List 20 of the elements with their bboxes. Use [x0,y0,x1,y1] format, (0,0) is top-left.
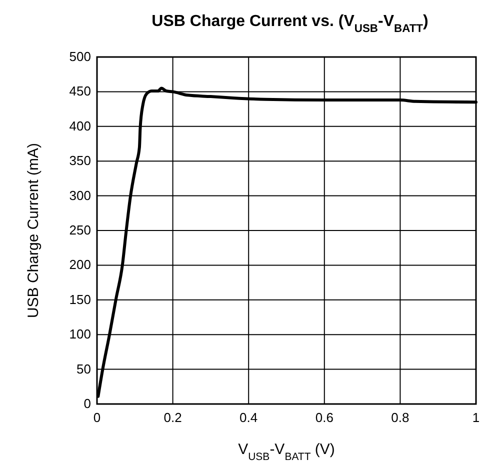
y-tick-label: 250 [69,222,91,238]
y-axis-title: USB Charge Current (mA) [25,142,42,318]
y-tick-label: 300 [69,188,91,203]
x-axis-title: V$_{USB}$-V$_{BATT}$ (V) [238,441,335,463]
y-tick-label: 500 [69,49,91,64]
x-tick-label: 0.4 [240,410,258,425]
y-tick-label: 50 [76,361,91,376]
x-tick-label: 1 [472,410,480,425]
y-tick-label: 150 [69,292,91,307]
chart-title: USB Charge Current vs. (V$_{USB}$-V$_{BATT}$) [152,13,428,35]
y-tick-label: 200 [69,257,91,272]
y-tick-label: 100 [69,326,91,342]
x-tick-label: 0 [93,410,101,425]
x-tick-label: 0.6 [315,410,334,425]
y-tick-label: 400 [69,118,91,134]
x-tick-label: 0.2 [164,410,182,425]
y-tick-label: 350 [69,153,91,168]
x-tick-label: 0.8 [391,410,410,425]
y-tick-label: 450 [69,84,91,99]
y-tick-label: 0 [84,396,91,411]
